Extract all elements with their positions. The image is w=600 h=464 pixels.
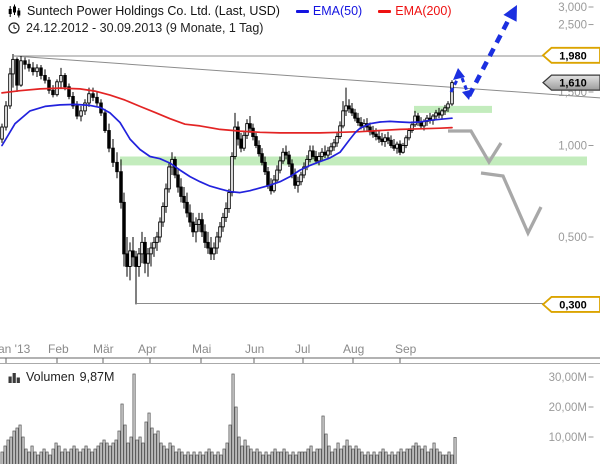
ema50-line <box>1 103 453 194</box>
support-zones <box>120 105 587 166</box>
ema200-legend-dash <box>378 9 392 13</box>
legend-item-ema200[interactable]: EMA(200) <box>378 4 452 18</box>
legend-item-ema50[interactable]: EMA(50) <box>295 4 363 18</box>
svg-text:Aug: Aug <box>343 342 364 356</box>
date-range: 24.12.2012 - 30.09.2013 (9 Monate, 1 Tag… <box>26 21 264 35</box>
svg-text:30,00M: 30,00M <box>549 372 587 384</box>
svg-text:Jun: Jun <box>245 342 264 356</box>
time-axis: Jan '13 Feb Mär Apr Mai Jun Jul Aug Sep <box>0 342 600 364</box>
volume-header: Volumen 9,87M <box>8 370 114 384</box>
svg-text:Sep: Sep <box>395 342 417 356</box>
svg-text:3,000: 3,000 <box>558 2 587 14</box>
ema50-legend-dash <box>295 9 309 13</box>
volume-value: 9,87M <box>79 370 115 384</box>
bearish-scenario-zigzags <box>448 129 543 237</box>
chart-header: Suntech Power Holdings Co. Ltd. (Last, U… <box>8 4 452 18</box>
ema50-legend-label: EMA(50) <box>312 4 363 18</box>
svg-text:Mär: Mär <box>93 342 114 356</box>
candlestick-icon <box>8 4 21 18</box>
bullish-scenario-arrows <box>449 5 517 100</box>
svg-text:1,610: 1,610 <box>559 78 587 90</box>
svg-text:1,000: 1,000 <box>558 141 587 153</box>
volume-bars-icon <box>8 372 21 383</box>
svg-text:Apr: Apr <box>138 342 157 356</box>
price-tags: 1,980 1,610 0,300 <box>541 46 600 313</box>
trend-lines <box>13 55 600 305</box>
svg-text:10,00M: 10,00M <box>549 432 587 444</box>
svg-text:Mai: Mai <box>192 342 211 356</box>
volume-bars <box>0 373 457 464</box>
svg-text:20,00M: 20,00M <box>549 402 587 414</box>
date-range-row: 24.12.2012 - 30.09.2013 (9 Monate, 1 Tag… <box>8 21 263 35</box>
volume-label: Volumen <box>26 370 75 384</box>
svg-text:0,500: 0,500 <box>558 232 587 244</box>
svg-text:Jul: Jul <box>295 342 310 356</box>
svg-text:2,500: 2,500 <box>558 20 587 32</box>
chart-title: Suntech Power Holdings Co. Ltd. (Last, U… <box>27 4 280 18</box>
svg-text:1,980: 1,980 <box>559 50 587 62</box>
svg-text:0,300: 0,300 <box>559 299 587 311</box>
svg-text:Jan '13: Jan '13 <box>0 342 31 356</box>
ema200-line <box>1 87 453 134</box>
clock-icon <box>8 22 20 34</box>
candlesticks <box>0 54 454 305</box>
ema200-legend-label: EMA(200) <box>395 4 452 18</box>
svg-text:Feb: Feb <box>48 342 69 356</box>
volume-axis-labels: 30,00M 20,00M 10,00M <box>549 372 594 444</box>
